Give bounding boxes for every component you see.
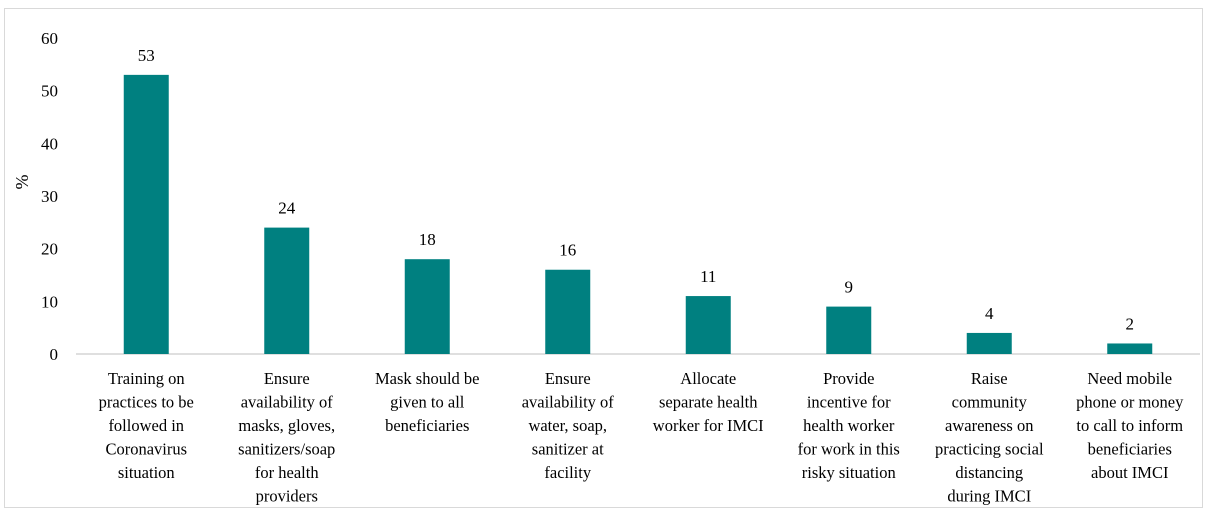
y-axis-label: %	[12, 175, 32, 190]
data-labels: 53 24 18 16 11 9 4 2	[138, 46, 1134, 334]
y-tick-label: 50	[41, 82, 58, 101]
y-tick-label: 20	[41, 240, 58, 259]
category-label: Allocate separate health worker for IMCI	[653, 369, 764, 435]
y-tick-label: 10	[41, 292, 58, 311]
category-label: Mask should be given to all beneficiaries	[375, 369, 480, 435]
y-tick-label: 60	[41, 29, 58, 48]
bar	[966, 332, 1012, 354]
data-label: 4	[985, 304, 994, 323]
y-tick-label: 30	[41, 187, 58, 206]
data-label: 18	[419, 230, 436, 249]
category-label: Ensure availability of masks, gloves, sanit…	[238, 369, 335, 506]
y-axis-ticks: 0 10 20 30 40 50 60	[41, 29, 58, 364]
bar	[123, 74, 169, 354]
category-labels: Training on practices to be followed in Cor…	[99, 369, 1185, 506]
data-label: 16	[559, 241, 576, 260]
data-label: 9	[845, 278, 854, 297]
bars	[123, 74, 1153, 354]
data-label: 53	[138, 46, 155, 65]
y-tick-label: 0	[50, 345, 59, 364]
y-tick-label: 40	[41, 134, 58, 153]
bar	[1107, 343, 1153, 354]
bar	[826, 306, 872, 354]
category-label: Raise community awareness on practicing soc…	[935, 369, 1044, 506]
bar	[545, 269, 591, 354]
bar	[264, 227, 310, 354]
data-label: 2	[1126, 314, 1135, 333]
category-label: Need mobile phone or money to call to info…	[1076, 369, 1184, 482]
data-label: 24	[278, 199, 296, 218]
category-label: Provide incentive for health worker for wor…	[798, 369, 900, 482]
bar	[404, 259, 450, 354]
category-label: Ensure availability of water, soap, sanitiz…	[522, 369, 615, 482]
bar	[685, 296, 731, 354]
chart-frame	[4, 8, 1203, 508]
data-label: 11	[700, 267, 716, 286]
category-label: Training on practices to be followed in Cor…	[99, 369, 194, 482]
